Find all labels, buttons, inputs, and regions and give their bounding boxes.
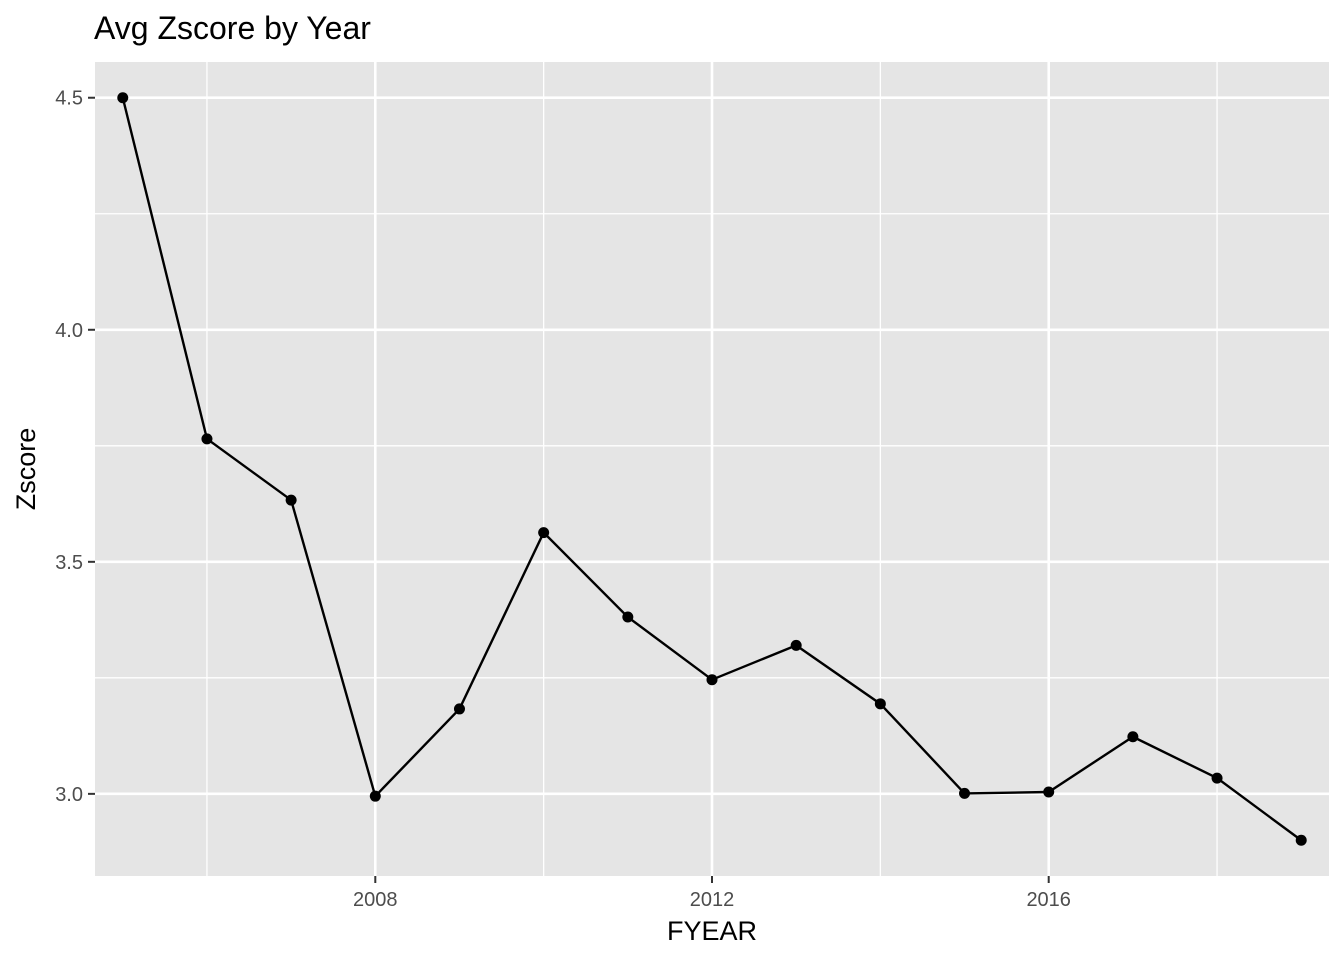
x-axis: 2008 2012 2016	[353, 876, 1071, 911]
x-axis-title: FYEAR	[667, 916, 757, 946]
data-point	[369, 790, 381, 802]
y-axis-title: Zscore	[11, 428, 41, 511]
data-point	[538, 527, 550, 539]
data-point	[622, 611, 634, 623]
data-point	[1211, 772, 1223, 784]
data-point	[201, 433, 213, 445]
y-tick-label: 3.5	[55, 552, 83, 574]
x-tick-label: 2016	[1026, 889, 1071, 911]
y-tick-label: 3.0	[55, 784, 83, 806]
data-point	[285, 494, 297, 506]
data-point	[706, 674, 718, 686]
data-point	[1043, 786, 1055, 798]
data-point	[1127, 731, 1139, 743]
chart-title: Avg Zscore by Year	[94, 10, 371, 46]
data-point	[874, 698, 886, 710]
y-axis: 3.0 3.5 4.0 4.5	[55, 88, 95, 806]
data-point	[453, 703, 465, 715]
data-point	[790, 639, 802, 651]
y-tick-label: 4.5	[55, 88, 83, 110]
data-point	[117, 92, 129, 104]
y-tick-label: 4.0	[55, 320, 83, 342]
series-zscore	[117, 92, 1307, 846]
data-point	[959, 787, 971, 799]
x-tick-label: 2012	[690, 889, 735, 911]
x-tick-label: 2008	[353, 889, 398, 911]
major-gridlines	[95, 62, 1329, 876]
data-point	[1295, 834, 1307, 846]
